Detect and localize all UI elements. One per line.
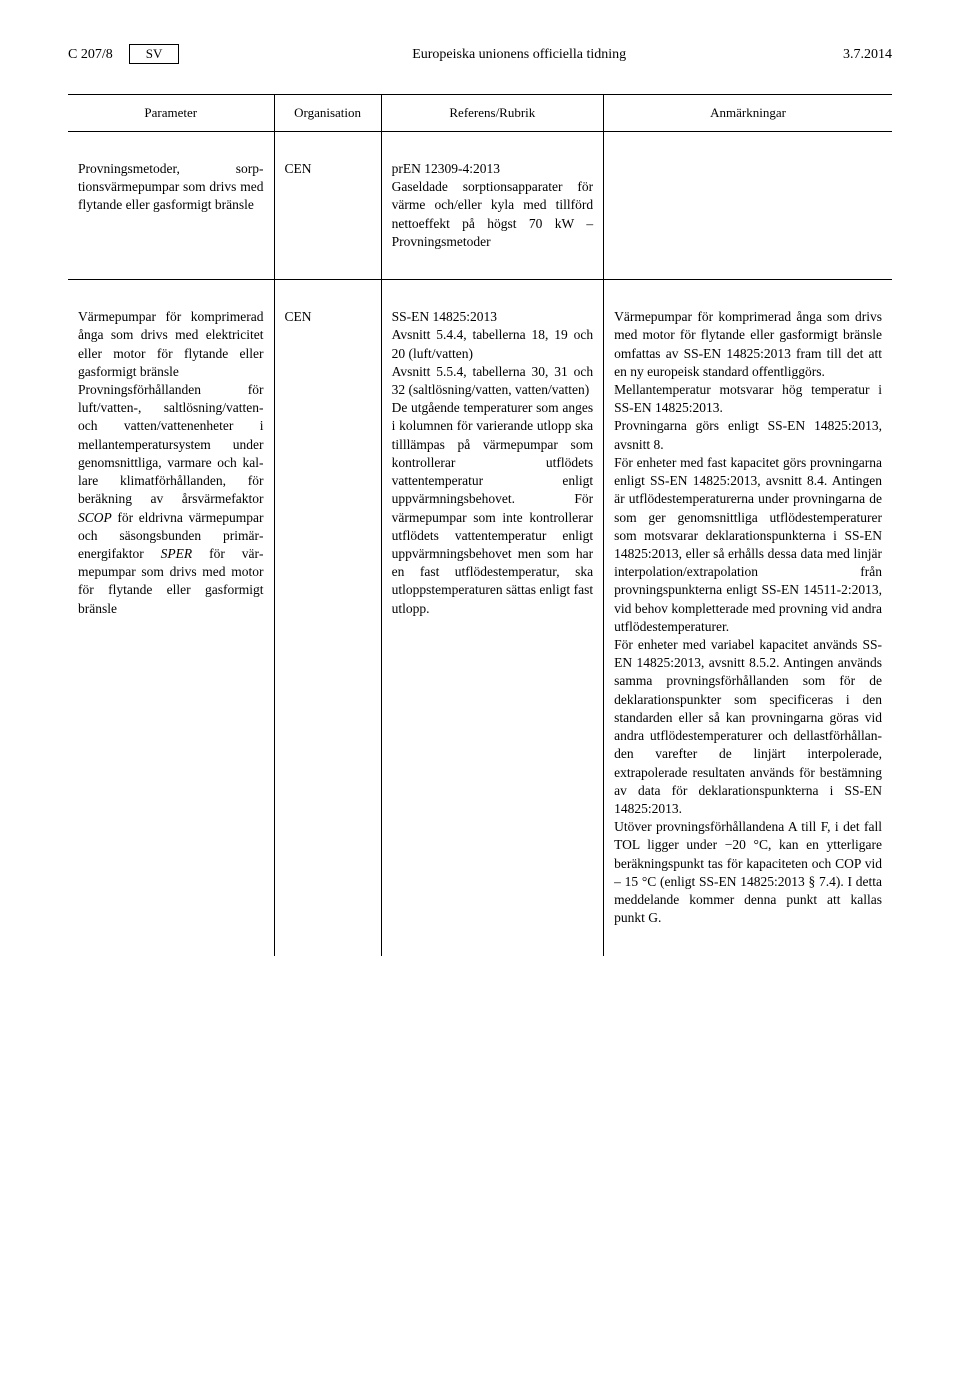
cell-reference: SS-EN 14825:2013Avsnitt 5.4.4, tabellern… [381, 280, 603, 956]
standards-table: Parameter Organisation Referens/Rubrik A… [68, 95, 892, 956]
journal-title: Europeiska unionens officiella tidning [195, 47, 843, 63]
cell-parameter: Värmepumpar för kom­primerad ånga som dr… [68, 280, 274, 956]
cell-remarks [604, 132, 892, 280]
page-ref: C 207/8 [68, 47, 113, 63]
cell-reference: prEN 12309-4:2013Gaseldade sorptionsappa… [381, 132, 603, 280]
language-code: SV [129, 44, 180, 64]
cell-parameter: Provningsmetoder, sorp­tionsvärmepumpar … [68, 132, 274, 280]
cell-remarks: Värmepumpar för komprimerad ånga som dri… [604, 280, 892, 956]
col-parameter: Parameter [68, 95, 274, 132]
col-organisation: Organisation [274, 95, 381, 132]
table-header-row: Parameter Organisation Referens/Rubrik A… [68, 95, 892, 132]
table-row: Provningsmetoder, sorp­tionsvärmepumpar … [68, 132, 892, 280]
cell-organisation: CEN [274, 280, 381, 956]
header-date: 3.7.2014 [843, 47, 892, 63]
col-remarks: Anmärkningar [604, 95, 892, 132]
table-row: Värmepumpar för kom­primerad ånga som dr… [68, 280, 892, 956]
page-header: C 207/8 SV Europeiska unionens officiell… [68, 44, 892, 64]
cell-organisation: CEN [274, 132, 381, 280]
col-reference: Referens/Rubrik [381, 95, 603, 132]
